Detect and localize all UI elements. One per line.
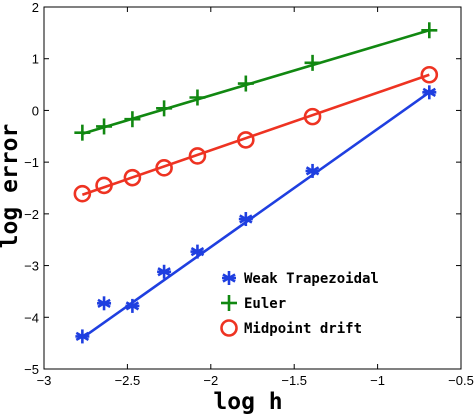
x-tick-label: −2 — [203, 373, 218, 388]
y-tick-label: −2 — [24, 207, 39, 222]
y-tick-label: −4 — [24, 310, 39, 325]
legend-label-weak-trapezoidal: Weak Trapezoidal — [244, 271, 379, 287]
x-tick-label: −0.5 — [448, 373, 474, 388]
x-tick-label: −1.5 — [281, 373, 307, 388]
legend-label-euler: Euler — [244, 296, 286, 312]
data-point-weak-trapezoidal — [422, 85, 437, 100]
data-point-midpoint-drift — [123, 168, 142, 187]
series-layer — [73, 22, 439, 344]
y-tick-label: −3 — [24, 259, 39, 274]
data-point-midpoint-drift — [188, 147, 207, 165]
x-tick-label: −1 — [370, 373, 385, 388]
data-point-weak-trapezoidal — [238, 212, 253, 227]
data-point-weak-trapezoidal — [190, 244, 205, 259]
x-tick-label: −2.5 — [115, 373, 141, 388]
data-point-midpoint-drift — [73, 184, 92, 203]
plot-area-border — [43, 6, 462, 370]
data-point-weak-trapezoidal — [97, 296, 112, 311]
y-tick-label: 0 — [32, 103, 39, 118]
data-point-euler — [96, 118, 113, 135]
legend-item-weak-trapezoidal: Weak Trapezoidal — [222, 271, 379, 287]
fit-line-weak-trapezoidal — [81, 91, 431, 340]
fit-line-euler — [81, 29, 430, 135]
data-point-euler — [421, 22, 438, 39]
data-point-weak-trapezoidal — [305, 163, 320, 178]
data-point-euler — [304, 54, 321, 71]
legend-item-midpoint-drift: Midpoint drift — [220, 319, 362, 337]
data-point-euler — [74, 124, 91, 141]
data-point-midpoint-drift — [303, 107, 322, 126]
data-point-midpoint-drift — [420, 65, 439, 84]
data-point-euler — [156, 100, 173, 117]
legend: Weak Trapezoidal Euler Midpoint drift — [220, 271, 379, 337]
series-euler — [74, 22, 438, 141]
x-tick-label: −3 — [37, 373, 52, 388]
data-point-midpoint-drift — [155, 159, 173, 177]
axis-ticks: −3 −2.5 −2 −1.5 −1 −0.5 −5 −4 −3 −2 −1 0 1 2 — [24, 0, 474, 388]
y-tick-label: −1 — [24, 155, 39, 170]
data-point-midpoint-drift — [237, 131, 255, 149]
data-point-euler — [189, 89, 206, 106]
data-point-euler — [124, 111, 141, 128]
series-weak-trapezoidal — [75, 85, 437, 344]
y-tick-label: 2 — [32, 0, 39, 15]
data-point-euler — [237, 75, 254, 92]
y-tick-label: −5 — [24, 362, 39, 377]
legend-marker-midpoint-drift — [220, 319, 238, 337]
legend-item-euler: Euler — [221, 295, 286, 312]
series-midpoint-drift — [73, 65, 439, 203]
data-point-weak-trapezoidal — [75, 329, 90, 344]
legend-marker-euler — [221, 295, 237, 311]
fit-line-midpoint-drift — [81, 73, 430, 196]
legend-label-midpoint-drift: Midpoint drift — [244, 321, 362, 337]
y-tick-label: 1 — [32, 52, 39, 67]
data-point-weak-trapezoidal — [125, 298, 140, 313]
x-axis-label: log h — [213, 389, 282, 415]
y-axis-label: log error — [0, 124, 23, 249]
legend-marker-weak-trapezoidal — [222, 271, 236, 285]
plot-frame — [43, 6, 462, 370]
data-point-weak-trapezoidal — [157, 264, 172, 279]
data-point-midpoint-drift — [95, 176, 113, 195]
